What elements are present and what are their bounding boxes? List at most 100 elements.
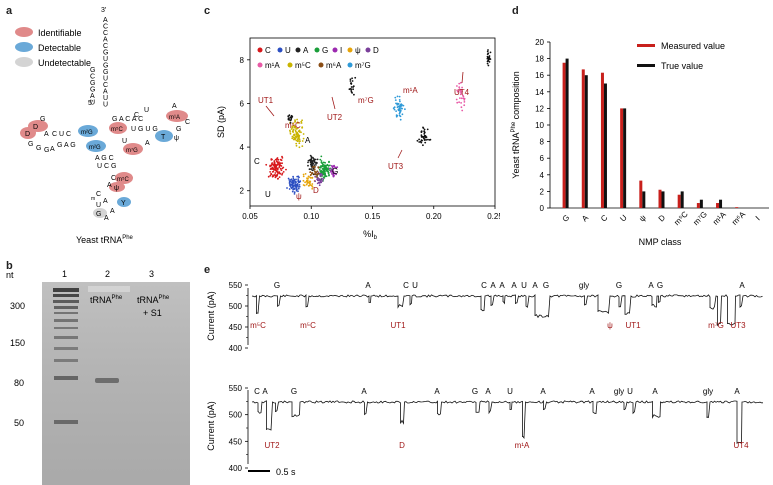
svg-text:m²G: m²G — [81, 130, 93, 136]
scatter-point — [424, 141, 427, 144]
scatter-point — [297, 187, 300, 190]
scatter-point — [279, 167, 282, 170]
scatter-point — [488, 56, 491, 58]
trace-base-label: U — [412, 281, 418, 290]
bar-xlabel: NMP class — [639, 237, 682, 247]
scatter-point — [487, 58, 490, 60]
scatter-point — [396, 102, 399, 105]
scatter-point — [429, 138, 432, 141]
ladder-80: 80 — [14, 378, 24, 388]
svg-text:C: C — [111, 175, 116, 182]
scatter-point — [311, 169, 314, 172]
scatter-point — [290, 114, 293, 117]
svg-text:G: G — [44, 147, 49, 154]
scatter-point — [460, 92, 463, 94]
scatter-point — [299, 140, 301, 143]
legend-undetectable-swatch — [15, 57, 33, 67]
scatter-point — [297, 122, 299, 124]
scatter-point — [292, 179, 295, 182]
legend-marker — [287, 62, 293, 68]
scatter-point — [278, 171, 281, 174]
bar-category-label: D — [657, 213, 668, 224]
svg-text:U G U G: U G U G — [131, 126, 158, 133]
scatter-point — [290, 187, 293, 189]
scatter-point — [397, 108, 400, 111]
scatter-point — [307, 161, 309, 164]
scatter-point — [269, 171, 271, 173]
scatter-point — [318, 184, 321, 187]
scatter-point — [426, 128, 429, 131]
legend-label: G — [322, 46, 328, 55]
gel-image: nt 1 2 3 300 150 80 50 tRNAPhe tRNAPhe +… — [6, 269, 190, 485]
scatter-point — [292, 138, 295, 141]
bar-measured — [696, 203, 700, 208]
svg-text:A: A — [145, 140, 150, 147]
scatter-point — [292, 175, 294, 178]
svg-text:A: A — [50, 146, 55, 153]
scatter-point — [287, 118, 290, 121]
scatter-annotation: UT4 — [454, 88, 470, 97]
bar-y-tick-label: 20 — [535, 38, 544, 47]
lane3-text: tRNAPhe — [137, 295, 170, 305]
scatter-point — [294, 125, 297, 128]
scatter-point — [460, 81, 462, 84]
trace-base-label: G — [657, 281, 663, 290]
scatter-point — [323, 166, 326, 169]
bar-category-label: m⁶A — [730, 209, 748, 227]
y-tick-label: 4 — [240, 143, 245, 152]
scatter-annotation: m⁷G — [358, 96, 374, 105]
bar-category-label: m¹A — [711, 210, 728, 227]
bar-y-tick-label: 10 — [535, 121, 544, 130]
scatter-point — [398, 112, 401, 115]
scatter-point — [291, 137, 294, 140]
bar-category-label: I — [754, 214, 762, 222]
bar-true — [680, 191, 684, 208]
annotation-arrow — [265, 105, 275, 117]
scatter-point — [285, 168, 287, 171]
scatter-point — [311, 187, 314, 190]
scatter-point — [309, 154, 312, 157]
scatter-point — [278, 176, 281, 179]
scatter-point — [349, 80, 352, 82]
scatter-point — [316, 158, 319, 161]
scatter-annotation: ψ — [296, 192, 302, 201]
scatter-point — [316, 170, 319, 173]
bar-measured — [677, 194, 681, 208]
scatter-point — [297, 130, 300, 133]
trna-cloverleaf-diagram: Identifiable Detectable Undetectable 3′ … — [15, 7, 190, 245]
x-tick-label: 0.05 — [242, 212, 258, 221]
svg-text:G: G — [90, 87, 95, 94]
scatter-point — [458, 88, 461, 90]
time-scale-label: 0.5 s — [276, 467, 296, 477]
x-tick-label: 0.10 — [303, 212, 319, 221]
ladder-bands — [53, 288, 79, 424]
scatter-point — [296, 140, 299, 143]
svg-text:C: C — [96, 191, 101, 198]
bar-true — [661, 191, 665, 208]
legend-marker — [347, 47, 353, 53]
scatter-point — [461, 109, 464, 112]
acceptor-base: G — [103, 50, 108, 57]
legend-label: D — [373, 46, 379, 55]
legend-marker — [277, 47, 283, 53]
scatter-point — [313, 159, 315, 162]
scatter-point — [275, 174, 277, 177]
legend-label: ψ — [355, 46, 361, 55]
trace-mod-label: UT1 — [625, 321, 641, 330]
svg-text:T: T — [161, 134, 166, 141]
scatter-point — [396, 95, 399, 98]
scatter-annotation: m¹A — [403, 86, 418, 95]
scatter-point — [317, 166, 320, 169]
scatter-point — [349, 78, 352, 81]
scatter-point — [419, 140, 422, 143]
scatter-annotation: C — [254, 157, 260, 166]
ladder-300: 300 — [10, 301, 25, 311]
panel-a-letter: a — [6, 5, 13, 17]
bar-y-tick-label: 14 — [535, 88, 544, 97]
scatter-point — [351, 80, 354, 82]
trace-base-label: A — [485, 387, 491, 396]
acceptor-base: U — [103, 76, 108, 83]
trace-mod-label: m⁵C — [300, 321, 316, 330]
scatter-point — [295, 189, 298, 192]
